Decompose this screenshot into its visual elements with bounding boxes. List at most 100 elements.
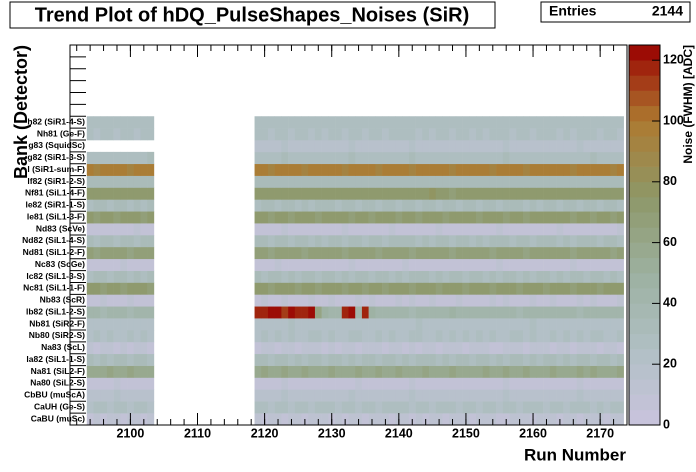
cell xyxy=(522,187,530,200)
cell xyxy=(368,163,376,176)
cell xyxy=(388,211,396,224)
cell xyxy=(274,258,282,271)
cell xyxy=(328,377,336,390)
stats-value: 2144 xyxy=(652,3,683,19)
cell xyxy=(106,211,114,224)
cell xyxy=(590,163,598,176)
cell xyxy=(335,389,343,402)
cell xyxy=(86,211,94,224)
cell xyxy=(408,223,416,236)
cell xyxy=(133,258,141,271)
cell xyxy=(569,140,577,153)
cell xyxy=(496,294,504,307)
cell xyxy=(509,401,517,414)
cell xyxy=(489,211,497,224)
cell xyxy=(133,353,141,366)
cell xyxy=(502,377,510,390)
palette-band xyxy=(629,364,660,380)
cell xyxy=(462,258,470,271)
cell xyxy=(469,282,477,295)
cell xyxy=(321,116,329,129)
cell xyxy=(442,413,450,426)
cell xyxy=(596,270,604,283)
cell xyxy=(522,258,530,271)
cell xyxy=(106,116,114,129)
cell xyxy=(335,294,343,307)
cell xyxy=(402,306,410,319)
cell xyxy=(133,235,141,248)
cell xyxy=(113,151,121,165)
cell xyxy=(543,151,551,165)
cell xyxy=(522,377,530,390)
cell xyxy=(522,151,530,165)
y-tick-label: lb82 (SiL1-2-S) xyxy=(26,306,85,316)
cell xyxy=(93,199,101,212)
cell xyxy=(422,353,430,366)
cell xyxy=(408,270,416,283)
cell xyxy=(502,341,510,355)
cell xyxy=(261,365,269,378)
cell xyxy=(449,330,457,343)
cell xyxy=(408,318,416,331)
cell xyxy=(590,187,598,200)
cell xyxy=(100,175,108,188)
cell xyxy=(502,282,510,295)
cell xyxy=(348,341,356,355)
cell xyxy=(422,116,430,129)
cell xyxy=(509,116,517,129)
cell xyxy=(408,151,416,165)
cell xyxy=(516,223,524,236)
cell xyxy=(106,235,114,248)
cell xyxy=(274,246,282,260)
cell xyxy=(422,258,430,271)
cell xyxy=(314,294,322,307)
cell xyxy=(610,377,618,390)
cell xyxy=(133,151,141,165)
cell xyxy=(590,151,598,165)
cell xyxy=(408,306,416,319)
cell xyxy=(610,211,618,224)
cell xyxy=(476,116,484,129)
cell xyxy=(361,341,369,355)
cell xyxy=(415,258,423,271)
cell xyxy=(100,235,108,248)
cell xyxy=(348,211,356,224)
cell xyxy=(86,365,94,378)
cell xyxy=(301,270,309,283)
cell xyxy=(422,341,430,355)
cell xyxy=(556,401,564,414)
cell xyxy=(549,306,557,319)
cell xyxy=(449,282,457,295)
cell xyxy=(469,235,477,248)
y-tick-label: Nc81 (SiL1-1-F) xyxy=(23,283,85,293)
cell xyxy=(113,353,121,366)
cell xyxy=(616,128,624,141)
cell xyxy=(603,211,611,224)
cell xyxy=(516,353,524,366)
cell xyxy=(549,223,557,236)
cell xyxy=(335,413,343,426)
cell xyxy=(382,128,390,141)
cell xyxy=(603,140,611,153)
cell xyxy=(361,413,369,426)
cell xyxy=(529,341,537,355)
cell xyxy=(127,282,135,295)
cell xyxy=(308,401,316,414)
cell xyxy=(522,223,530,236)
cell xyxy=(429,401,437,414)
cell xyxy=(106,294,114,307)
cell xyxy=(100,282,108,295)
cell xyxy=(415,365,423,378)
cell xyxy=(140,377,148,390)
cell xyxy=(254,270,262,283)
cell xyxy=(616,151,624,165)
cell xyxy=(388,163,396,176)
cell xyxy=(133,270,141,283)
cell xyxy=(469,341,477,355)
cell xyxy=(429,330,437,343)
cell xyxy=(509,128,517,141)
cell xyxy=(314,258,322,271)
cell xyxy=(529,389,537,402)
cell xyxy=(556,258,564,271)
cell xyxy=(442,377,450,390)
